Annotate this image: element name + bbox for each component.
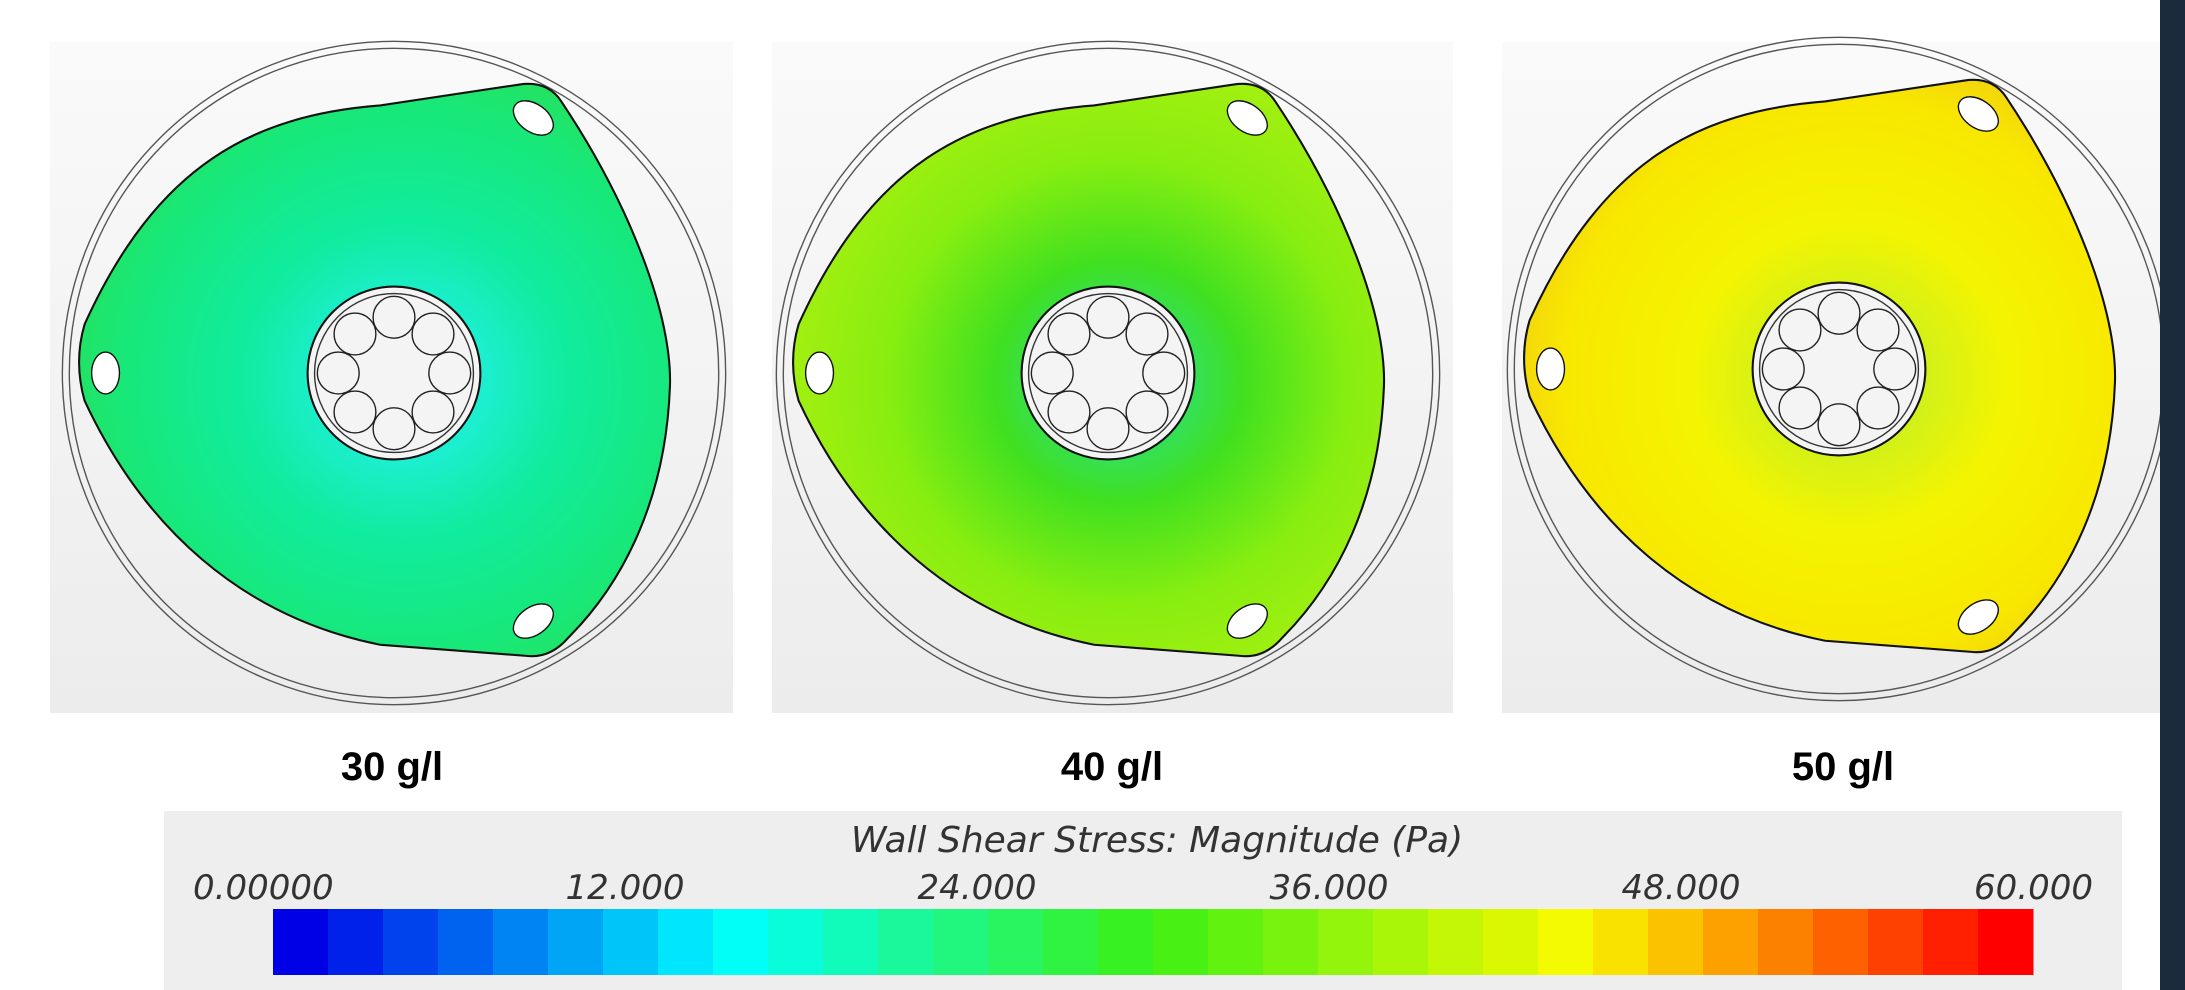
colorbar-segment	[1538, 909, 1594, 975]
colorbar-segment	[988, 909, 1044, 975]
colorbar-segment	[328, 909, 384, 975]
colorbar-segment	[1318, 909, 1374, 975]
page: {"panels":[{"label":"30 g/l"},{"label":"…	[0, 0, 2185, 990]
colorbar-segment	[1923, 909, 1979, 975]
colorbar-segment	[603, 909, 659, 975]
colorbar-tick-label: 0.00000	[193, 868, 334, 908]
colorbar-segment	[658, 909, 714, 975]
colorbar-segment	[1098, 909, 1154, 975]
colorbar-segment	[1208, 909, 1264, 975]
colorbar-segment	[548, 909, 604, 975]
colorbar-segment	[383, 909, 439, 975]
colorbar-segment	[1758, 909, 1814, 975]
colorbar-segment	[1153, 909, 1209, 975]
colorbar-segment	[273, 909, 329, 975]
colorbar-segment	[878, 909, 934, 975]
colorbar-segment	[823, 909, 879, 975]
colorbar-tick-label: 48.000	[1622, 868, 1741, 908]
panel-label: 30 g/l	[341, 745, 443, 789]
colorbar-segment	[1648, 909, 1704, 975]
colorbar-segment	[933, 909, 989, 975]
colorbar-segment	[1428, 909, 1484, 975]
colorbar-segment	[713, 909, 769, 975]
colorbar-segment	[1978, 909, 2034, 975]
colorbar-segment	[1868, 909, 1924, 975]
colorbar-title: Wall Shear Stress: Magnitude (Pa)	[851, 820, 1463, 861]
colorbar-segment	[1263, 909, 1319, 975]
colorbar-segment	[438, 909, 494, 975]
colorbar-segment	[1483, 909, 1539, 975]
colorbar-segment	[1813, 909, 1869, 975]
colorbar-segment	[1593, 909, 1649, 975]
colorbar-segment	[768, 909, 824, 975]
colorbar-tick-label: 36.000	[1270, 868, 1389, 908]
colorbar-tick-label: 60.000	[1974, 868, 2093, 908]
colorbar-segment	[1703, 909, 1759, 975]
panel-label: 40 g/l	[1061, 745, 1163, 789]
colorbar-tick-label: 24.000	[918, 868, 1037, 908]
colorbar-segment	[1373, 909, 1429, 975]
colorbar-tick-label: 12.000	[566, 868, 685, 908]
colorbar-segment	[493, 909, 549, 975]
figure: 30 g/l 40 g/l 50 g/l Wall Shear Stress: …	[0, 0, 2185, 990]
panel-label: 50 g/l	[1792, 745, 1894, 789]
side-bar	[2160, 0, 2185, 990]
colorbar-segment	[1043, 909, 1099, 975]
